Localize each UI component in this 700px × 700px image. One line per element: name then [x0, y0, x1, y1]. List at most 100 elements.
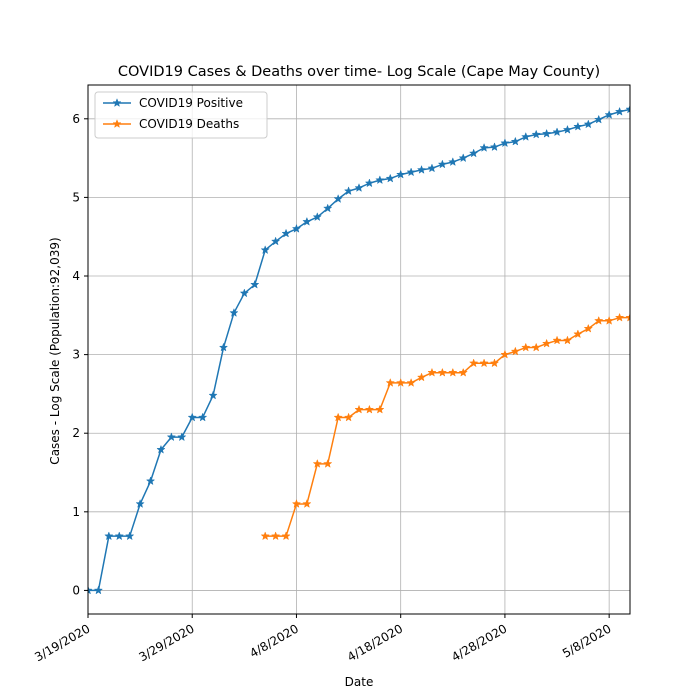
data-point [302, 216, 312, 226]
data-point [416, 164, 427, 174]
data-point [594, 315, 604, 325]
data-point [604, 109, 614, 119]
data-point [521, 342, 531, 352]
data-point [531, 129, 541, 139]
y-tick-label: 4 [72, 269, 80, 283]
data-point [406, 167, 416, 177]
data-point [88, 585, 93, 595]
legend-label: COVID19 Positive [139, 96, 243, 110]
data-point [323, 458, 333, 468]
data-point [218, 342, 229, 352]
data-point [489, 142, 500, 152]
y-tick-label: 0 [72, 583, 80, 597]
x-tick-label: 3/29/2020 [136, 621, 196, 664]
data-point [448, 157, 458, 167]
data-point [541, 338, 552, 348]
data-point [573, 121, 583, 131]
series-line [265, 316, 630, 537]
series-1 [260, 312, 630, 541]
data-point [385, 377, 395, 387]
data-point [104, 531, 114, 541]
data-point [125, 531, 135, 541]
data-point [270, 531, 281, 541]
data-point [302, 499, 312, 508]
data-point [594, 114, 604, 124]
y-axis-label: Cases - Log Scale (Population:92,039) [48, 237, 62, 464]
data-point [354, 404, 364, 414]
data-point [354, 183, 364, 192]
x-tick-label: 5/8/2020 [560, 621, 614, 660]
data-point [604, 315, 614, 325]
data-point [187, 412, 197, 422]
y-tick-label: 1 [72, 505, 80, 519]
y-tick-label: 2 [72, 426, 80, 440]
series-line [88, 108, 630, 592]
axes-frame [87, 84, 631, 615]
data-point [312, 458, 322, 468]
data-point [510, 136, 521, 146]
data-point [343, 412, 354, 422]
data-point [291, 223, 302, 233]
data-point [135, 499, 145, 508]
x-tick-label: 4/28/2020 [449, 621, 509, 664]
legend: COVID19 Positive COVID19 Deaths [94, 91, 268, 139]
x-tick-label: 3/19/2020 [32, 621, 92, 664]
data-point [93, 585, 104, 595]
data-point [614, 106, 625, 116]
data-point [114, 531, 124, 541]
series-0 [88, 104, 630, 595]
legend-item: COVID19 Positive [103, 96, 243, 110]
data-point [396, 169, 406, 179]
y-tick-label: 6 [72, 112, 80, 126]
data-point [375, 175, 385, 185]
data-point [208, 390, 218, 400]
data-point [166, 432, 177, 442]
data-point [396, 377, 406, 387]
data-point [625, 312, 630, 322]
x-tick-label: 4/18/2020 [345, 621, 405, 664]
x-axis-label: Date [345, 675, 374, 689]
data-point [614, 312, 625, 322]
data-point [573, 329, 583, 339]
legend-box [94, 91, 268, 139]
data-point [479, 358, 489, 368]
data-point [281, 531, 291, 541]
data-point [562, 335, 573, 345]
data-point [312, 212, 322, 222]
data-point [562, 124, 573, 134]
data-point [385, 173, 395, 183]
data-point [541, 128, 552, 138]
data-point [229, 308, 239, 317]
data-point [145, 476, 156, 486]
data-point [437, 367, 448, 377]
axis-ticks: 3/19/2020 3/29/2020 4/8/2020 4/18/2020 4/28/… [32, 112, 613, 665]
data-point [281, 228, 291, 238]
legend-label: COVID19 Deaths [139, 117, 239, 131]
legend-marker [112, 98, 122, 107]
data-point [406, 377, 416, 387]
data-point [323, 203, 333, 213]
data-point [375, 404, 385, 414]
data-point [583, 119, 593, 129]
data-point [333, 194, 343, 203]
data-point [583, 323, 593, 333]
data-point [500, 138, 510, 148]
data-point [625, 104, 630, 114]
data-point [448, 367, 458, 377]
data-point [552, 335, 562, 345]
data-point [468, 148, 479, 158]
data-point [416, 372, 427, 382]
data-point [437, 159, 448, 169]
data-point [250, 279, 260, 289]
data-point [333, 412, 343, 422]
data-point [489, 358, 500, 368]
data-point [260, 531, 270, 541]
data-point [521, 131, 531, 141]
data-point [531, 342, 541, 352]
data-point [197, 412, 208, 422]
data-point [156, 444, 166, 454]
data-point [291, 499, 302, 508]
y-tick-label: 5 [72, 190, 80, 204]
legend-item: COVID19 Deaths [103, 117, 239, 131]
